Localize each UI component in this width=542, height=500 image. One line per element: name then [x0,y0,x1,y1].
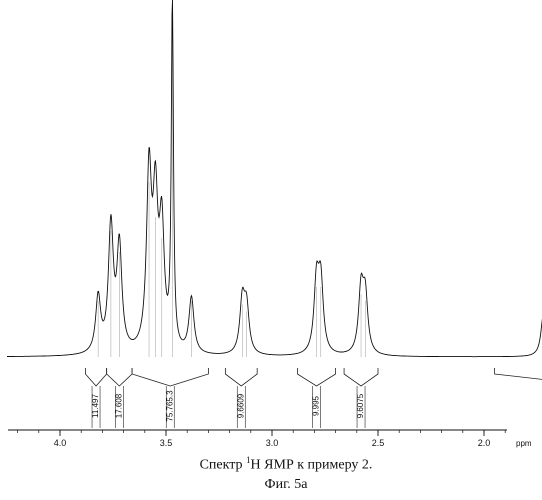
spectrum-caption: Спектр 1Н ЯМР к примеру 2. [15,455,542,474]
integral-bracket-4 [297,368,335,386]
integral-label-2: 75.765.3 [165,390,174,422]
integral-layer: 11.497 17.608 75.765.3 9.6609 9.995 9.6075 69.… [85,368,542,428]
x-axis-label: ppm [516,439,532,448]
integral-bracket-5 [344,368,378,386]
integral-label-5: 9.6075 [356,393,365,418]
integral-5: 9.6075 [344,368,378,428]
integral-label-3: 9.6609 [236,393,245,418]
x-tick-label-0: 4.0 [54,438,67,448]
caption-prefix: Спектр [200,458,246,473]
integral-bracket-1 [107,368,132,386]
integral-bracket-2 [132,368,208,386]
x-tick-label-4: 2.0 [478,438,491,448]
caption-suffix: Н ЯМР к примеру 2. [251,458,373,473]
integral-4: 9.995 [297,368,335,428]
spectrum-layer [7,0,542,357]
integral-label-0: 11.497 [91,394,100,418]
integral-bracket-0 [85,368,106,386]
spectrum-trace [7,0,542,357]
integral-bracket-6 [495,368,542,386]
integral-0: 11.497 [85,368,106,428]
integral-bracket-3 [225,368,257,386]
x-tick-label-2: 3.0 [266,438,279,448]
x-tick-label-3: 2.5 [372,438,385,448]
x-axis: 4.03.53.02.52.01.51.00.50.0ppm [8,430,542,448]
integral-3: 9.6609 [225,368,257,428]
integral-1: 17.608 [107,368,132,428]
integral-label-1: 17.608 [114,393,123,418]
integral-2: 75.765.3 [132,368,208,428]
figure-number: Фиг. 5а [15,477,542,493]
x-tick-label-1: 3.5 [160,438,173,448]
integral-6: 69.4295 [495,368,542,428]
integral-label-4: 9.995 [312,395,321,416]
